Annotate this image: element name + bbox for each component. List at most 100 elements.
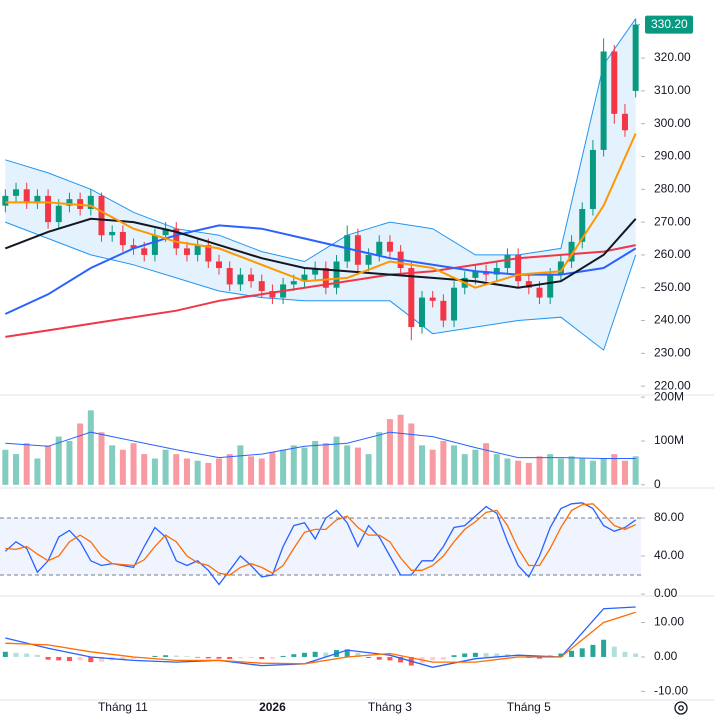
macd-histogram bbox=[259, 656, 265, 660]
volume-bar bbox=[621, 460, 628, 485]
stoch-line bbox=[4, 502, 637, 586]
bollinger-fill bbox=[5, 18, 636, 351]
candle-body bbox=[13, 189, 20, 196]
macd-histogram bbox=[227, 656, 233, 660]
volume-bar bbox=[536, 456, 543, 485]
volume-bar bbox=[408, 423, 415, 485]
candle-body bbox=[408, 268, 415, 328]
volume-ma bbox=[5, 431, 636, 459]
candle-body bbox=[98, 195, 105, 236]
volume-bar bbox=[440, 441, 447, 485]
candle-body bbox=[579, 208, 586, 242]
volume-bar bbox=[216, 458, 223, 485]
candle-body bbox=[493, 268, 500, 275]
volume-bar bbox=[55, 436, 62, 485]
x-tick-label: 2026 bbox=[259, 700, 286, 714]
candle-body bbox=[45, 195, 52, 223]
volume-bar bbox=[557, 458, 564, 485]
candle-body bbox=[216, 261, 223, 269]
macd-histogram bbox=[195, 656, 201, 658]
candle-body bbox=[269, 291, 276, 298]
macd-line bbox=[5, 606, 636, 668]
macd-histogram bbox=[462, 653, 468, 657]
y-tick-label: 0.00 bbox=[654, 586, 678, 600]
candle-body bbox=[600, 51, 607, 150]
volume-bar bbox=[119, 449, 126, 485]
macd-histogram bbox=[205, 656, 211, 659]
macd-histogram bbox=[537, 656, 543, 659]
volume-bar bbox=[493, 454, 500, 485]
volume-bar bbox=[237, 445, 244, 485]
volume-bar bbox=[290, 445, 297, 485]
volume-bar bbox=[451, 445, 458, 485]
volume-bar bbox=[162, 449, 169, 485]
volume-bar bbox=[141, 454, 148, 485]
macd-histogram bbox=[611, 646, 617, 657]
volume-bar bbox=[226, 454, 233, 485]
macd-histogram bbox=[184, 656, 190, 657]
candle-body bbox=[504, 254, 511, 269]
candle-body bbox=[621, 113, 628, 131]
y-tick-label: 230.00 bbox=[654, 346, 691, 360]
candle-body bbox=[194, 245, 201, 255]
macd-histogram bbox=[248, 656, 254, 658]
candle-body bbox=[301, 274, 308, 282]
moving-average bbox=[5, 244, 636, 338]
macd-histogram bbox=[366, 656, 372, 658]
volume-bar bbox=[515, 460, 522, 485]
macd-histogram bbox=[494, 653, 500, 657]
volume-bar bbox=[23, 443, 30, 485]
volume-bar bbox=[45, 445, 52, 485]
y-tick-label: 240.00 bbox=[654, 313, 691, 327]
volume-bar bbox=[632, 456, 639, 485]
volume-bar bbox=[365, 454, 372, 485]
macd-histogram bbox=[291, 654, 297, 657]
macd-histogram bbox=[77, 656, 83, 661]
volume-bar bbox=[568, 456, 575, 485]
macd-histogram bbox=[633, 653, 639, 657]
macd-histogram bbox=[98, 656, 104, 662]
macd-histogram bbox=[376, 656, 382, 660]
y-tick-label: 0.00 bbox=[654, 649, 678, 663]
macd-histogram bbox=[355, 652, 361, 657]
macd-histogram bbox=[312, 651, 318, 657]
volume-bar bbox=[429, 449, 436, 485]
y-tick-label: 280.00 bbox=[654, 181, 691, 195]
gear-outer[interactable] bbox=[674, 701, 688, 715]
volume-bar bbox=[397, 414, 404, 485]
x-tick-label: Tháng 11 bbox=[98, 700, 148, 714]
candle-body bbox=[87, 195, 94, 209]
y-tick-label: 40.00 bbox=[654, 548, 684, 562]
candle-body bbox=[2, 195, 9, 206]
settings-icon[interactable] bbox=[674, 701, 688, 715]
volume-bar bbox=[472, 449, 479, 485]
volume-bar bbox=[376, 432, 383, 485]
y-tick-label: 0 bbox=[654, 477, 661, 491]
candle-body bbox=[205, 245, 212, 262]
candle-body bbox=[237, 274, 244, 285]
volume-bar bbox=[579, 458, 586, 485]
candle-body bbox=[440, 300, 447, 321]
macd-histogram bbox=[88, 656, 94, 663]
gear-inner[interactable] bbox=[678, 705, 684, 711]
y-tick-label: 260.00 bbox=[654, 247, 691, 261]
macd-histogram bbox=[163, 655, 169, 657]
stoch-band bbox=[0, 518, 641, 576]
macd-histogram bbox=[601, 639, 607, 657]
candle-body bbox=[248, 274, 255, 282]
candle-body bbox=[376, 241, 383, 255]
candle-body bbox=[162, 228, 169, 236]
macd-histogram bbox=[558, 653, 564, 657]
macd-histogram bbox=[2, 651, 8, 657]
candle-body bbox=[547, 274, 554, 298]
macd-histogram bbox=[569, 650, 575, 657]
last-price-tag bbox=[645, 15, 693, 34]
volume-bar bbox=[611, 454, 618, 485]
volume-bar bbox=[461, 454, 468, 485]
macd-histogram bbox=[323, 652, 329, 657]
candle-body bbox=[333, 261, 340, 288]
y-tick-label: 320.00 bbox=[654, 50, 691, 64]
y-tick-label: 220.00 bbox=[654, 378, 691, 392]
candle-body bbox=[557, 261, 564, 275]
candle-body bbox=[183, 248, 190, 255]
